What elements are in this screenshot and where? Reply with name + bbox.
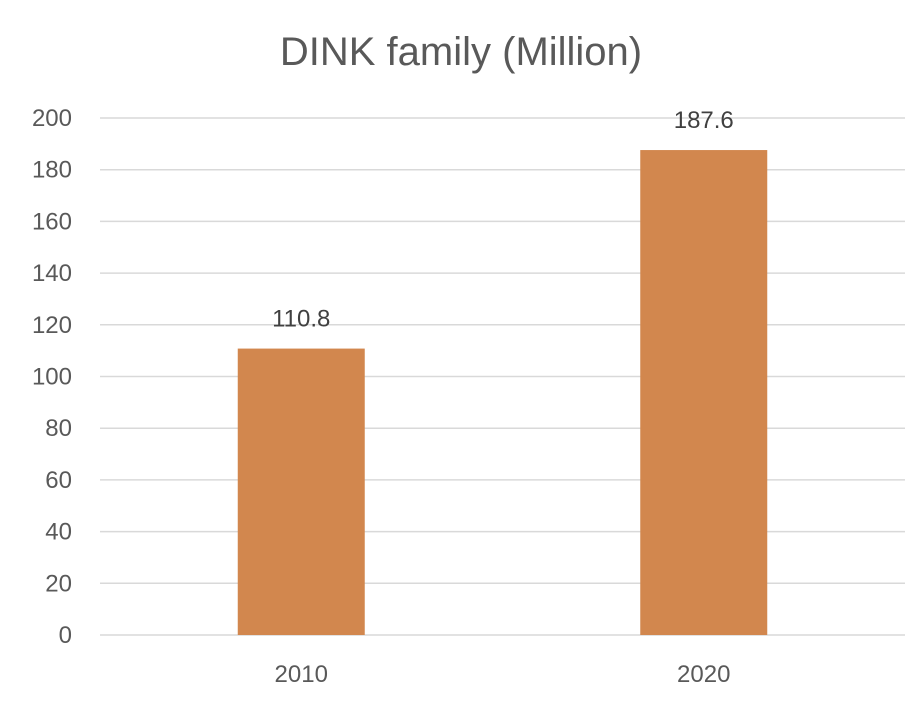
data-label: 110.8 (272, 306, 330, 333)
y-tick-label: 80 (45, 415, 72, 442)
y-tick-label: 200 (32, 105, 72, 132)
y-tick-label: 40 (45, 519, 72, 546)
bar (640, 150, 768, 635)
y-tick-label: 140 (32, 260, 72, 287)
data-label: 187.6 (674, 107, 734, 134)
chart-title: DINK family (Million) (279, 30, 643, 74)
y-tick-label: 0 (59, 622, 72, 649)
x-tick-label: 2010 (275, 661, 328, 688)
y-tick-label: 100 (32, 364, 72, 391)
y-tick-label: 180 (32, 157, 72, 184)
bar (237, 348, 365, 635)
y-tick-label: 160 (32, 208, 72, 235)
y-tick-label: 60 (45, 467, 72, 494)
y-tick-label: 20 (45, 570, 72, 597)
y-tick-label: 120 (32, 312, 72, 339)
x-tick-label: 2020 (677, 661, 730, 688)
